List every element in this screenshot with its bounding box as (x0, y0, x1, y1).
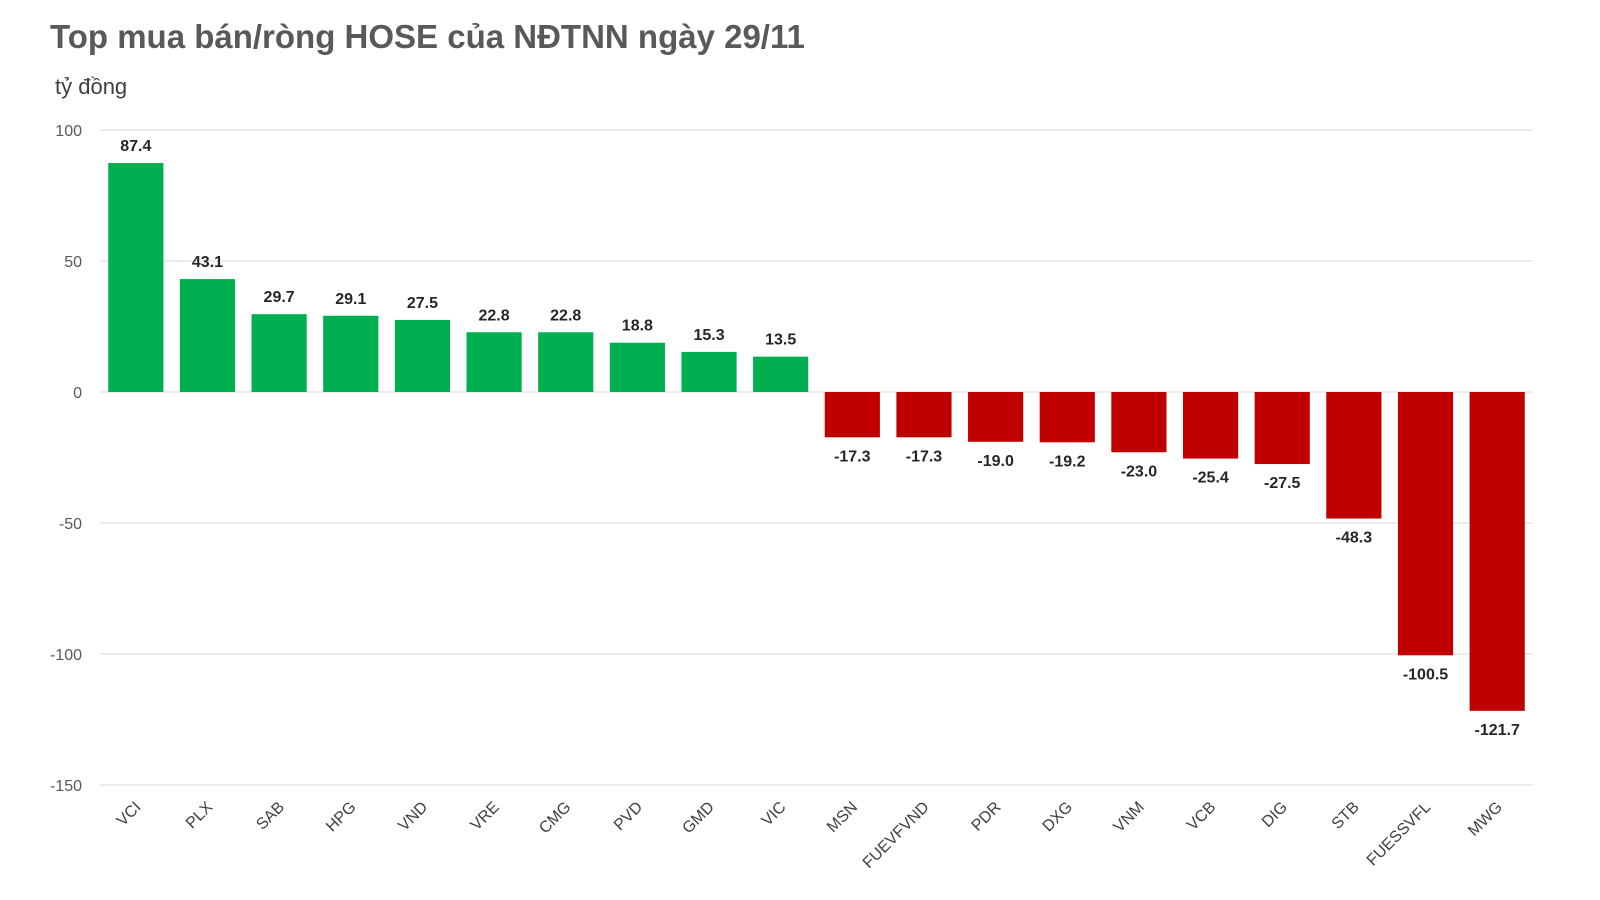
category-label: PLX (183, 799, 217, 833)
category-label: STB (1329, 799, 1363, 833)
y-axis-ticks: 100 50 0 -50 -100 -150 (50, 123, 82, 795)
data-label: 87.4 (120, 138, 151, 155)
bars (108, 163, 1525, 711)
data-label: -17.3 (834, 448, 871, 465)
category-label: CMG (536, 799, 574, 837)
category-label: FUEVFVND (860, 799, 933, 872)
x-axis-categories: VCI PLX SAB HPG VND VRE CMG PVD GMD VIC MSNFUEVFVN… (114, 799, 1506, 872)
data-label: -19.2 (1049, 453, 1086, 470)
category-label: VNM (1111, 799, 1148, 836)
data-label: -17.3 (906, 448, 943, 465)
data-label: 18.8 (622, 318, 653, 335)
chart-title: Top mua bán/ròng HOSE của NĐTNN ngày 29/… (50, 18, 805, 55)
bar-gmd (681, 351, 737, 392)
category-label: FUESSVFL (1364, 799, 1435, 870)
category-label: VIC (759, 799, 790, 830)
y-axis-unit-label: tỷ đồng (55, 74, 128, 99)
bar-fuevfvnd (896, 392, 952, 438)
bar-vnm (1111, 392, 1167, 453)
data-label: -25.4 (1192, 470, 1229, 487)
category-label: VCI (114, 799, 145, 830)
category-label: PVD (611, 799, 646, 834)
y-tick-label: -100 (50, 647, 82, 664)
category-label: VRE (468, 799, 503, 834)
category-label: VND (395, 799, 431, 835)
category-label: VCB (1184, 799, 1219, 834)
bar-dig (1254, 392, 1310, 465)
bar-pvd (609, 342, 665, 392)
data-label: -19.0 (977, 453, 1014, 470)
gridlines (100, 129, 1533, 786)
bar-msn (824, 392, 880, 438)
category-label: DXG (1040, 799, 1077, 836)
bar-vic (753, 356, 809, 392)
data-label: -48.3 (1336, 530, 1373, 547)
category-label: SAB (253, 799, 288, 834)
data-label: 15.3 (693, 327, 724, 344)
bar-stb (1326, 392, 1382, 519)
data-label: 27.5 (407, 295, 438, 312)
data-label: 29.7 (264, 289, 295, 306)
bar-vcb (1182, 392, 1239, 459)
category-label: MWG (1465, 799, 1506, 840)
data-label: 22.8 (550, 307, 581, 324)
bar-sab (251, 314, 307, 392)
data-label: -121.7 (1474, 722, 1519, 739)
category-label: PDR (969, 799, 1005, 835)
y-tick-label: -50 (59, 516, 82, 533)
data-label: 22.8 (479, 307, 510, 324)
bar-vnd (394, 319, 451, 392)
data-label: 13.5 (765, 332, 796, 349)
category-label: GMD (679, 799, 717, 837)
category-label: MSN (824, 799, 861, 836)
data-label: -100.5 (1403, 666, 1448, 683)
data-label: -23.0 (1121, 463, 1158, 480)
bar-vci (108, 163, 164, 392)
data-label: -27.5 (1264, 475, 1301, 492)
bar-fuessvfl (1397, 392, 1454, 656)
y-tick-label: 100 (55, 123, 82, 140)
data-label: 29.1 (335, 291, 366, 308)
bar-dxg (1039, 392, 1095, 443)
bar-hpg (323, 315, 379, 392)
data-labels: 87.4 43.1 29.7 29.1 27.5 22.8 22.8 18.8 15.3 13.5… (120, 138, 1520, 739)
category-label: DIG (1259, 799, 1291, 831)
category-label: HPG (323, 799, 360, 836)
y-tick-label: 0 (73, 385, 82, 402)
bar-pdr (968, 392, 1024, 442)
bar-plx (179, 279, 236, 392)
y-tick-label: 50 (64, 254, 82, 271)
y-tick-label: -150 (50, 778, 82, 795)
bar-vre (466, 332, 522, 392)
data-label: 43.1 (192, 254, 223, 271)
bar-mwg (1469, 392, 1525, 711)
bar-cmg (538, 332, 594, 392)
